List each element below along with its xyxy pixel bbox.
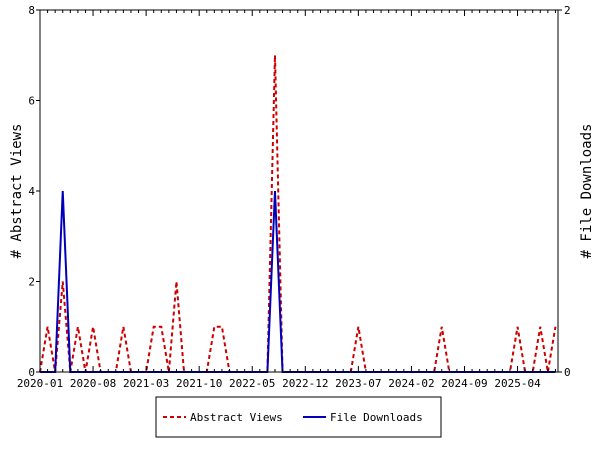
- series-line-file-downloads: [40, 190, 556, 373]
- x-tick-label: 2023-07: [335, 377, 381, 390]
- y2-tick-label: 2: [564, 4, 571, 17]
- y-tick-label: 2: [28, 276, 35, 289]
- y2-axis-label: # File Downloads: [579, 124, 595, 259]
- x-tick-label: 2022-12: [282, 377, 328, 390]
- legend-label-file-downloads: File Downloads: [330, 411, 423, 424]
- series-line-abstract-views: [39, 55, 557, 373]
- legend-box: [155, 396, 442, 438]
- x-tick-label: 2021-10: [176, 377, 222, 390]
- legend: Abstract Views File Downloads: [155, 396, 442, 438]
- y-tick-label: 4: [28, 185, 35, 198]
- y-tick-label: 8: [28, 4, 35, 17]
- x-tick-label: 2024-02: [388, 377, 434, 390]
- y2-tick-label: 0: [564, 366, 571, 379]
- x-tick-label: 2021-03: [123, 377, 169, 390]
- y-axis-label: # Abstract Views: [9, 124, 25, 259]
- legend-label-abstract-views: Abstract Views: [190, 411, 283, 424]
- plot-frame: [39, 9, 559, 373]
- y-tick-label: 0: [28, 366, 35, 379]
- x-tick-label: 2020-08: [70, 377, 116, 390]
- y-tick-label: 6: [28, 95, 35, 108]
- x-tick-label: 2020-01: [17, 377, 63, 390]
- x-tick-label: 2025-04: [494, 377, 541, 390]
- x-tick-label: 2024-09: [441, 377, 487, 390]
- x-tick-label: 2022-05: [229, 377, 275, 390]
